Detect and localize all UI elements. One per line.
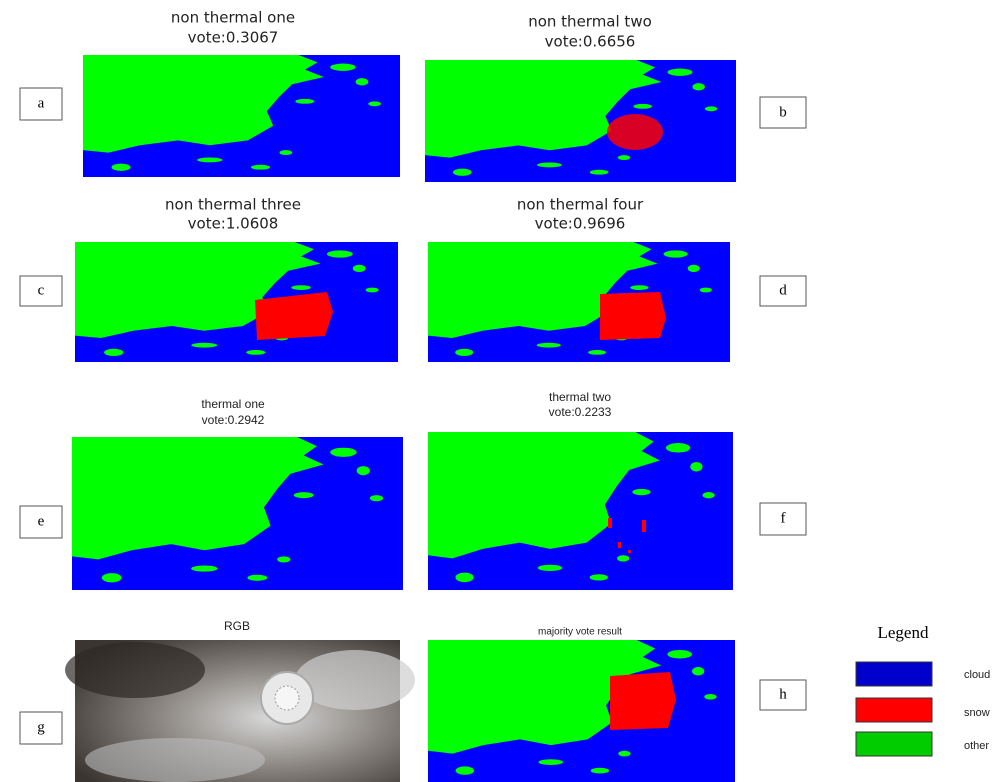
panel-vote: vote:0.9696: [535, 215, 626, 233]
panel-vote: vote:0.3067: [188, 29, 279, 47]
classification-map: [75, 242, 398, 362]
figure: non thermal one vote:0.3067 a non therma…: [0, 0, 1002, 782]
panel-vote: vote:0.2942: [202, 413, 265, 427]
panel-letter: a: [38, 95, 45, 111]
classification-map: [428, 242, 730, 362]
panel-title: majority vote result: [538, 627, 622, 638]
panel-letter: d: [779, 282, 787, 298]
legend-swatch: [856, 662, 932, 686]
classification-map: [72, 437, 403, 590]
panel-title: non thermal two: [528, 13, 652, 31]
classification-map: [425, 60, 736, 182]
legend-label: other: [964, 740, 989, 752]
panel-vote: vote:1.0608: [188, 215, 279, 233]
panel-letter: c: [38, 282, 45, 298]
classification-map: [428, 640, 735, 782]
panel-letter: b: [779, 104, 787, 120]
panel-letter: h: [779, 686, 787, 702]
legend-swatch: [856, 698, 932, 722]
legend-swatch: [856, 732, 932, 756]
panel-letter: f: [781, 510, 786, 526]
legend-title: Legend: [878, 623, 929, 642]
panel-letter: e: [38, 513, 45, 529]
panel-vote: vote:0.6656: [545, 33, 636, 51]
legend-label: cloud: [964, 669, 990, 681]
panel-title: non thermal four: [517, 196, 644, 214]
panel-title: non thermal three: [165, 196, 301, 214]
panel-vote: vote:0.2233: [549, 405, 612, 419]
panel-title: RGB: [224, 619, 250, 633]
classification-map: [83, 55, 400, 177]
panel-title: non thermal one: [171, 9, 295, 27]
rgb-image: [65, 640, 415, 782]
panel-title: thermal two: [549, 390, 611, 404]
classification-map: [428, 432, 733, 590]
panel-letter: g: [37, 719, 45, 735]
panel-title: thermal one: [201, 397, 265, 411]
legend-label: snow: [964, 707, 990, 719]
